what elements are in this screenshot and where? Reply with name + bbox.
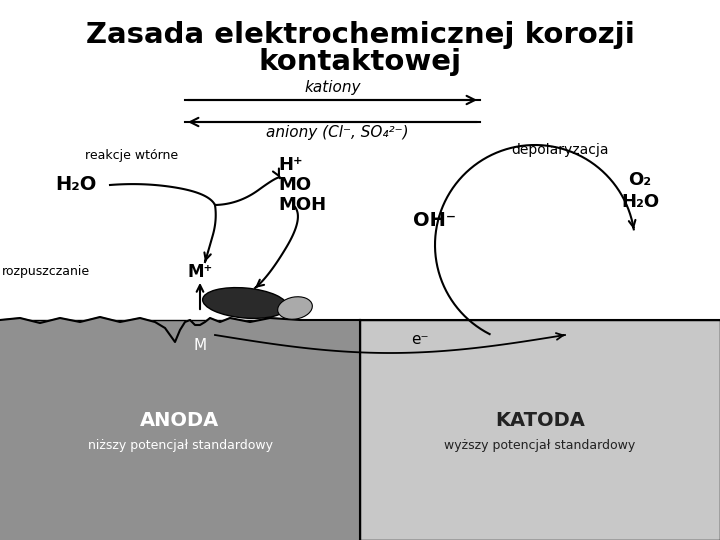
Text: H₂O: H₂O	[55, 176, 96, 194]
Text: MOH: MOH	[278, 196, 326, 214]
Text: reakcje wtórne: reakcje wtórne	[85, 148, 178, 161]
Ellipse shape	[278, 297, 312, 319]
Text: e⁻: e⁻	[411, 333, 428, 348]
Text: M⁺: M⁺	[187, 263, 212, 281]
Text: wyższy potencjał standardowy: wyższy potencjał standardowy	[444, 438, 636, 451]
Text: rozpuszczanie: rozpuszczanie	[2, 266, 90, 279]
Text: Zasada elektrochemicznej korozji: Zasada elektrochemicznej korozji	[86, 21, 634, 49]
Text: depolaryzacja: depolaryzacja	[511, 143, 608, 157]
Polygon shape	[0, 317, 360, 540]
Text: ANODA: ANODA	[140, 410, 220, 429]
Text: M: M	[194, 338, 207, 353]
Text: niższy potencjał standardowy: niższy potencjał standardowy	[88, 438, 272, 451]
Text: kontaktowej: kontaktowej	[258, 48, 462, 76]
Text: KATODA: KATODA	[495, 410, 585, 429]
Text: MO: MO	[278, 176, 311, 194]
Text: OH⁻: OH⁻	[413, 211, 456, 229]
Text: H₂O: H₂O	[621, 193, 659, 211]
Text: H⁺: H⁺	[278, 156, 302, 174]
Text: aniony (Cl⁻, SO₄²⁻): aniony (Cl⁻, SO₄²⁻)	[266, 125, 409, 140]
Polygon shape	[0, 320, 360, 540]
Polygon shape	[360, 320, 720, 540]
Text: O₂: O₂	[629, 171, 652, 189]
Text: kationy: kationy	[305, 80, 361, 95]
Ellipse shape	[202, 288, 287, 319]
